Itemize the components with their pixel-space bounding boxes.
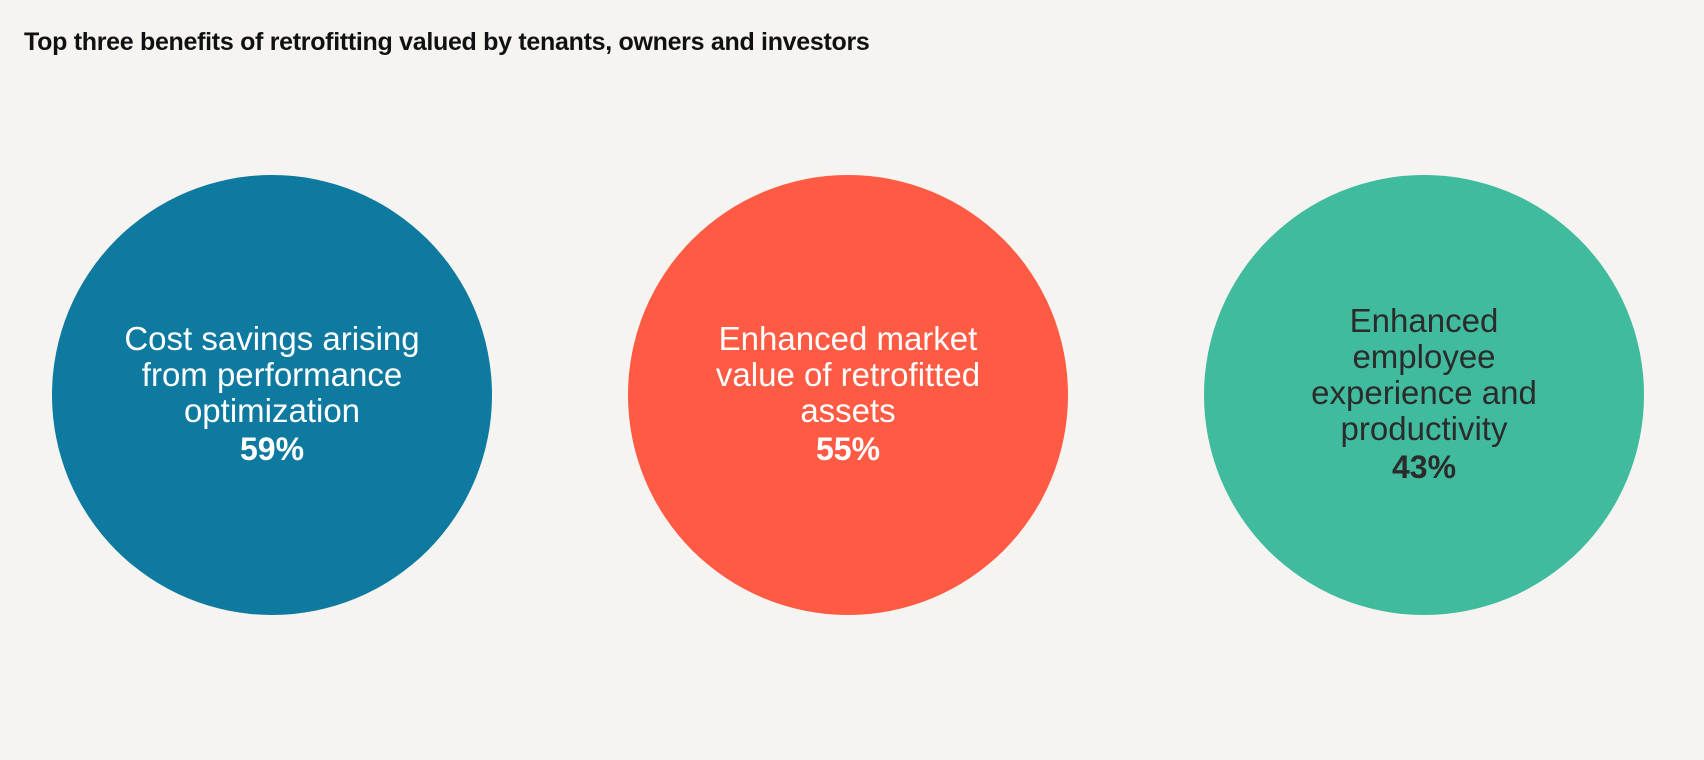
- benefit-label: Enhanced employee experience and product…: [1311, 302, 1537, 447]
- benefit-value: 43%: [1391, 449, 1457, 485]
- benefit-circle: Enhanced market value of retrofitted ass…: [628, 175, 1068, 615]
- benefit-label: Enhanced market value of retrofitted ass…: [715, 320, 981, 429]
- benefit-circle: Cost savings arising from performance op…: [52, 175, 492, 615]
- benefit-value: 55%: [815, 431, 881, 467]
- benefit-value: 59%: [239, 431, 305, 467]
- title: Top three benefits of retrofitting value…: [24, 28, 870, 56]
- benefit-label: Cost savings arising from performance op…: [124, 320, 420, 429]
- benefit-circle: Enhanced employee experience and product…: [1204, 175, 1644, 615]
